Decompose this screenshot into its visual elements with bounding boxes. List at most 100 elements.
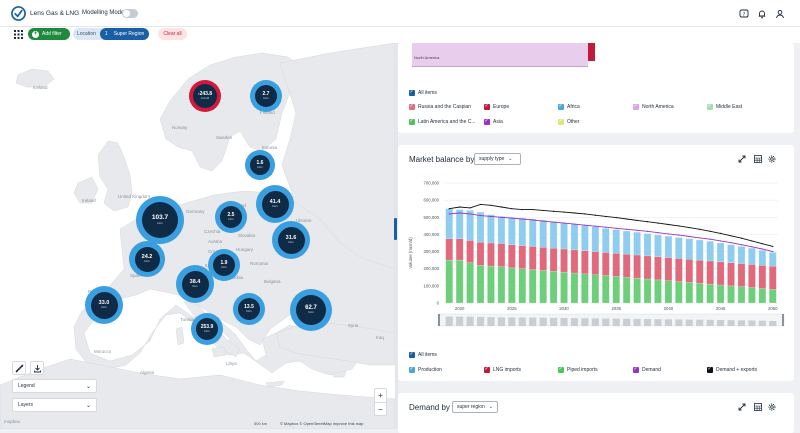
- map-view[interactable]: Iceland Norway Finland Sweden Estonia La…: [0, 43, 395, 429]
- bar-segment: [727, 285, 735, 304]
- bar-segment: [487, 242, 495, 267]
- mb-legend-production[interactable]: Production: [409, 366, 442, 373]
- legend-russia-caspian[interactable]: Russia and the Caspian: [409, 103, 471, 110]
- bar-segment: [664, 257, 673, 281]
- brush-bar: [748, 320, 756, 326]
- filter-chip-value[interactable]: 1 Super Region: [99, 28, 150, 40]
- map-bubble-iberia[interactable]: 33.0 bcm: [85, 286, 123, 324]
- map-bubble-north-africa[interactable]: 253.9 bcm: [191, 313, 223, 345]
- y-tick-label: 0: [437, 301, 440, 306]
- x-tick-label: 2030: [559, 306, 569, 311]
- map-bubble-greece[interactable]: 13.5 bcm: [233, 293, 265, 325]
- mb-legend-demand-exports[interactable]: Demand + exports: [707, 366, 757, 373]
- settings-gear-icon[interactable]: [768, 155, 776, 163]
- bubble-value: 2.5: [227, 211, 235, 218]
- settings-gear-icon[interactable]: [768, 403, 776, 411]
- legend-other[interactable]: Other: [558, 118, 580, 125]
- bar-segment: [643, 278, 652, 304]
- series-point: [751, 246, 753, 248]
- series-point: [500, 206, 503, 208]
- bar-segment: [591, 274, 600, 304]
- notifications-bell-icon[interactable]: [757, 9, 767, 19]
- user-profile-icon[interactable]: [775, 9, 785, 19]
- clear-all-button[interactable]: Clear all: [158, 28, 187, 40]
- bubble-value: 1.9: [220, 259, 228, 266]
- map-bubble-turkiye[interactable]: 62.7 bcm: [290, 289, 332, 331]
- legend-north-america[interactable]: North America: [633, 103, 674, 110]
- mb-legend-demand[interactable]: Demand: [633, 366, 661, 373]
- bubble-unit: bcm: [221, 264, 227, 269]
- help-icon[interactable]: ?: [739, 9, 749, 19]
- bubble-value: -243.8: [197, 90, 213, 97]
- map-bubble-france[interactable]: 24.2 bcm: [129, 241, 165, 277]
- map-bubble-central-europe[interactable]: 2.5 bcm: [215, 201, 247, 233]
- mb-legend-all-items[interactable]: All items: [409, 351, 437, 358]
- legend-latin-america[interactable]: Latin America and the C...: [409, 118, 476, 125]
- mb-legend-lng-imports[interactable]: LNG imports: [484, 366, 521, 373]
- market-balance-chart[interactable]: 700,000 600,000 500,000 400,000 300,000 200,0…: [398, 173, 794, 339]
- north-america-bar[interactable]: [412, 43, 588, 67]
- map-bubble-ukraine[interactable]: 31.6 bcm: [272, 221, 310, 259]
- splitter-handle[interactable]: [394, 218, 397, 240]
- table-view-icon[interactable]: [754, 155, 762, 163]
- legend-label: Piped imports: [567, 367, 598, 373]
- measure-tool-button[interactable]: [12, 361, 26, 375]
- brush-bar: [550, 317, 558, 326]
- map-bubble-baltics[interactable]: 1.6 bcm: [245, 150, 275, 180]
- zoom-in-button[interactable]: +: [378, 391, 383, 400]
- legend-africa[interactable]: Africa: [558, 103, 580, 110]
- bar-segment: [445, 259, 453, 304]
- regional-breakdown-card: North America All items Russia and the C…: [398, 43, 794, 133]
- supply-type-select[interactable]: supply type ⌄: [474, 153, 521, 165]
- brush-bar: [560, 317, 568, 326]
- map-bubble-italy[interactable]: 38.4 bcm: [176, 265, 214, 303]
- bar-segment: [529, 246, 537, 270]
- apps-grid-icon[interactable]: [14, 30, 23, 39]
- bar-segment: [549, 247, 558, 272]
- bar-segment: [560, 271, 568, 304]
- location-filter-chip[interactable]: Location 1 Super Region: [73, 28, 150, 40]
- map-bubble-finland[interactable]: 2.7 bcm: [250, 80, 282, 112]
- bar-segment: [654, 234, 662, 257]
- bar-segment: [466, 262, 474, 304]
- map-attribution[interactable]: © Mapbox © OpenStreetMap Improve this ma…: [280, 421, 364, 426]
- legend-panel-label: Legend: [18, 383, 35, 389]
- filter-chip-label: Super Region: [113, 31, 145, 37]
- brush-bar: [602, 318, 610, 326]
- bubble-value: 2.7: [262, 90, 270, 97]
- legend-europe[interactable]: Europe: [484, 103, 509, 110]
- map-bubble-balkans[interactable]: 1.9 bcm: [208, 249, 240, 281]
- expand-icon[interactable]: [738, 403, 746, 411]
- map-bubble-northwest-europe[interactable]: 103.7 bcm: [136, 196, 184, 244]
- super-region-select[interactable]: super region ⌄: [452, 401, 498, 413]
- bar-segment: [696, 239, 704, 261]
- mapbox-logo[interactable]: mapbox: [4, 419, 21, 424]
- layers-panel-toggle[interactable]: Layers ⌄: [12, 398, 97, 412]
- table-view-icon[interactable]: [754, 403, 762, 411]
- map-bubble-poland[interactable]: 41.4 bcm: [256, 185, 294, 223]
- bar-segment: [560, 222, 568, 250]
- legend-asia[interactable]: Asia: [484, 118, 503, 125]
- series-point: [636, 219, 638, 221]
- zoom-out-button[interactable]: −: [375, 402, 386, 415]
- layers-panel-label: Layers: [18, 402, 34, 408]
- bar-segment: [602, 275, 610, 304]
- legend-all-items[interactable]: All items: [409, 89, 437, 96]
- legend-panel-toggle[interactable]: Legend ⌄: [12, 379, 97, 393]
- map-bubble-norway[interactable]: -243.8 mcm/d: [189, 80, 221, 112]
- dashboard-pane[interactable]: North America All items Russia and the C…: [398, 43, 800, 433]
- add-filter-button[interactable]: + Add filter: [28, 28, 70, 40]
- lens-logo-icon[interactable]: [11, 6, 26, 21]
- demand-by-title: Demand by: [409, 403, 450, 412]
- series-point: [448, 208, 450, 210]
- expand-icon[interactable]: [738, 155, 746, 163]
- europe-bar-segment[interactable]: [588, 43, 595, 61]
- y-tick-label: 200,000: [423, 266, 439, 271]
- mb-legend-piped-imports[interactable]: Piped imports: [558, 366, 598, 373]
- download-map-button[interactable]: [30, 361, 44, 375]
- legend-middle-east[interactable]: Middle East: [707, 103, 742, 110]
- modelling-mode-toggle[interactable]: [122, 9, 138, 18]
- series-point: [709, 238, 711, 240]
- bar-segment: [685, 238, 693, 260]
- series-point: [615, 227, 617, 229]
